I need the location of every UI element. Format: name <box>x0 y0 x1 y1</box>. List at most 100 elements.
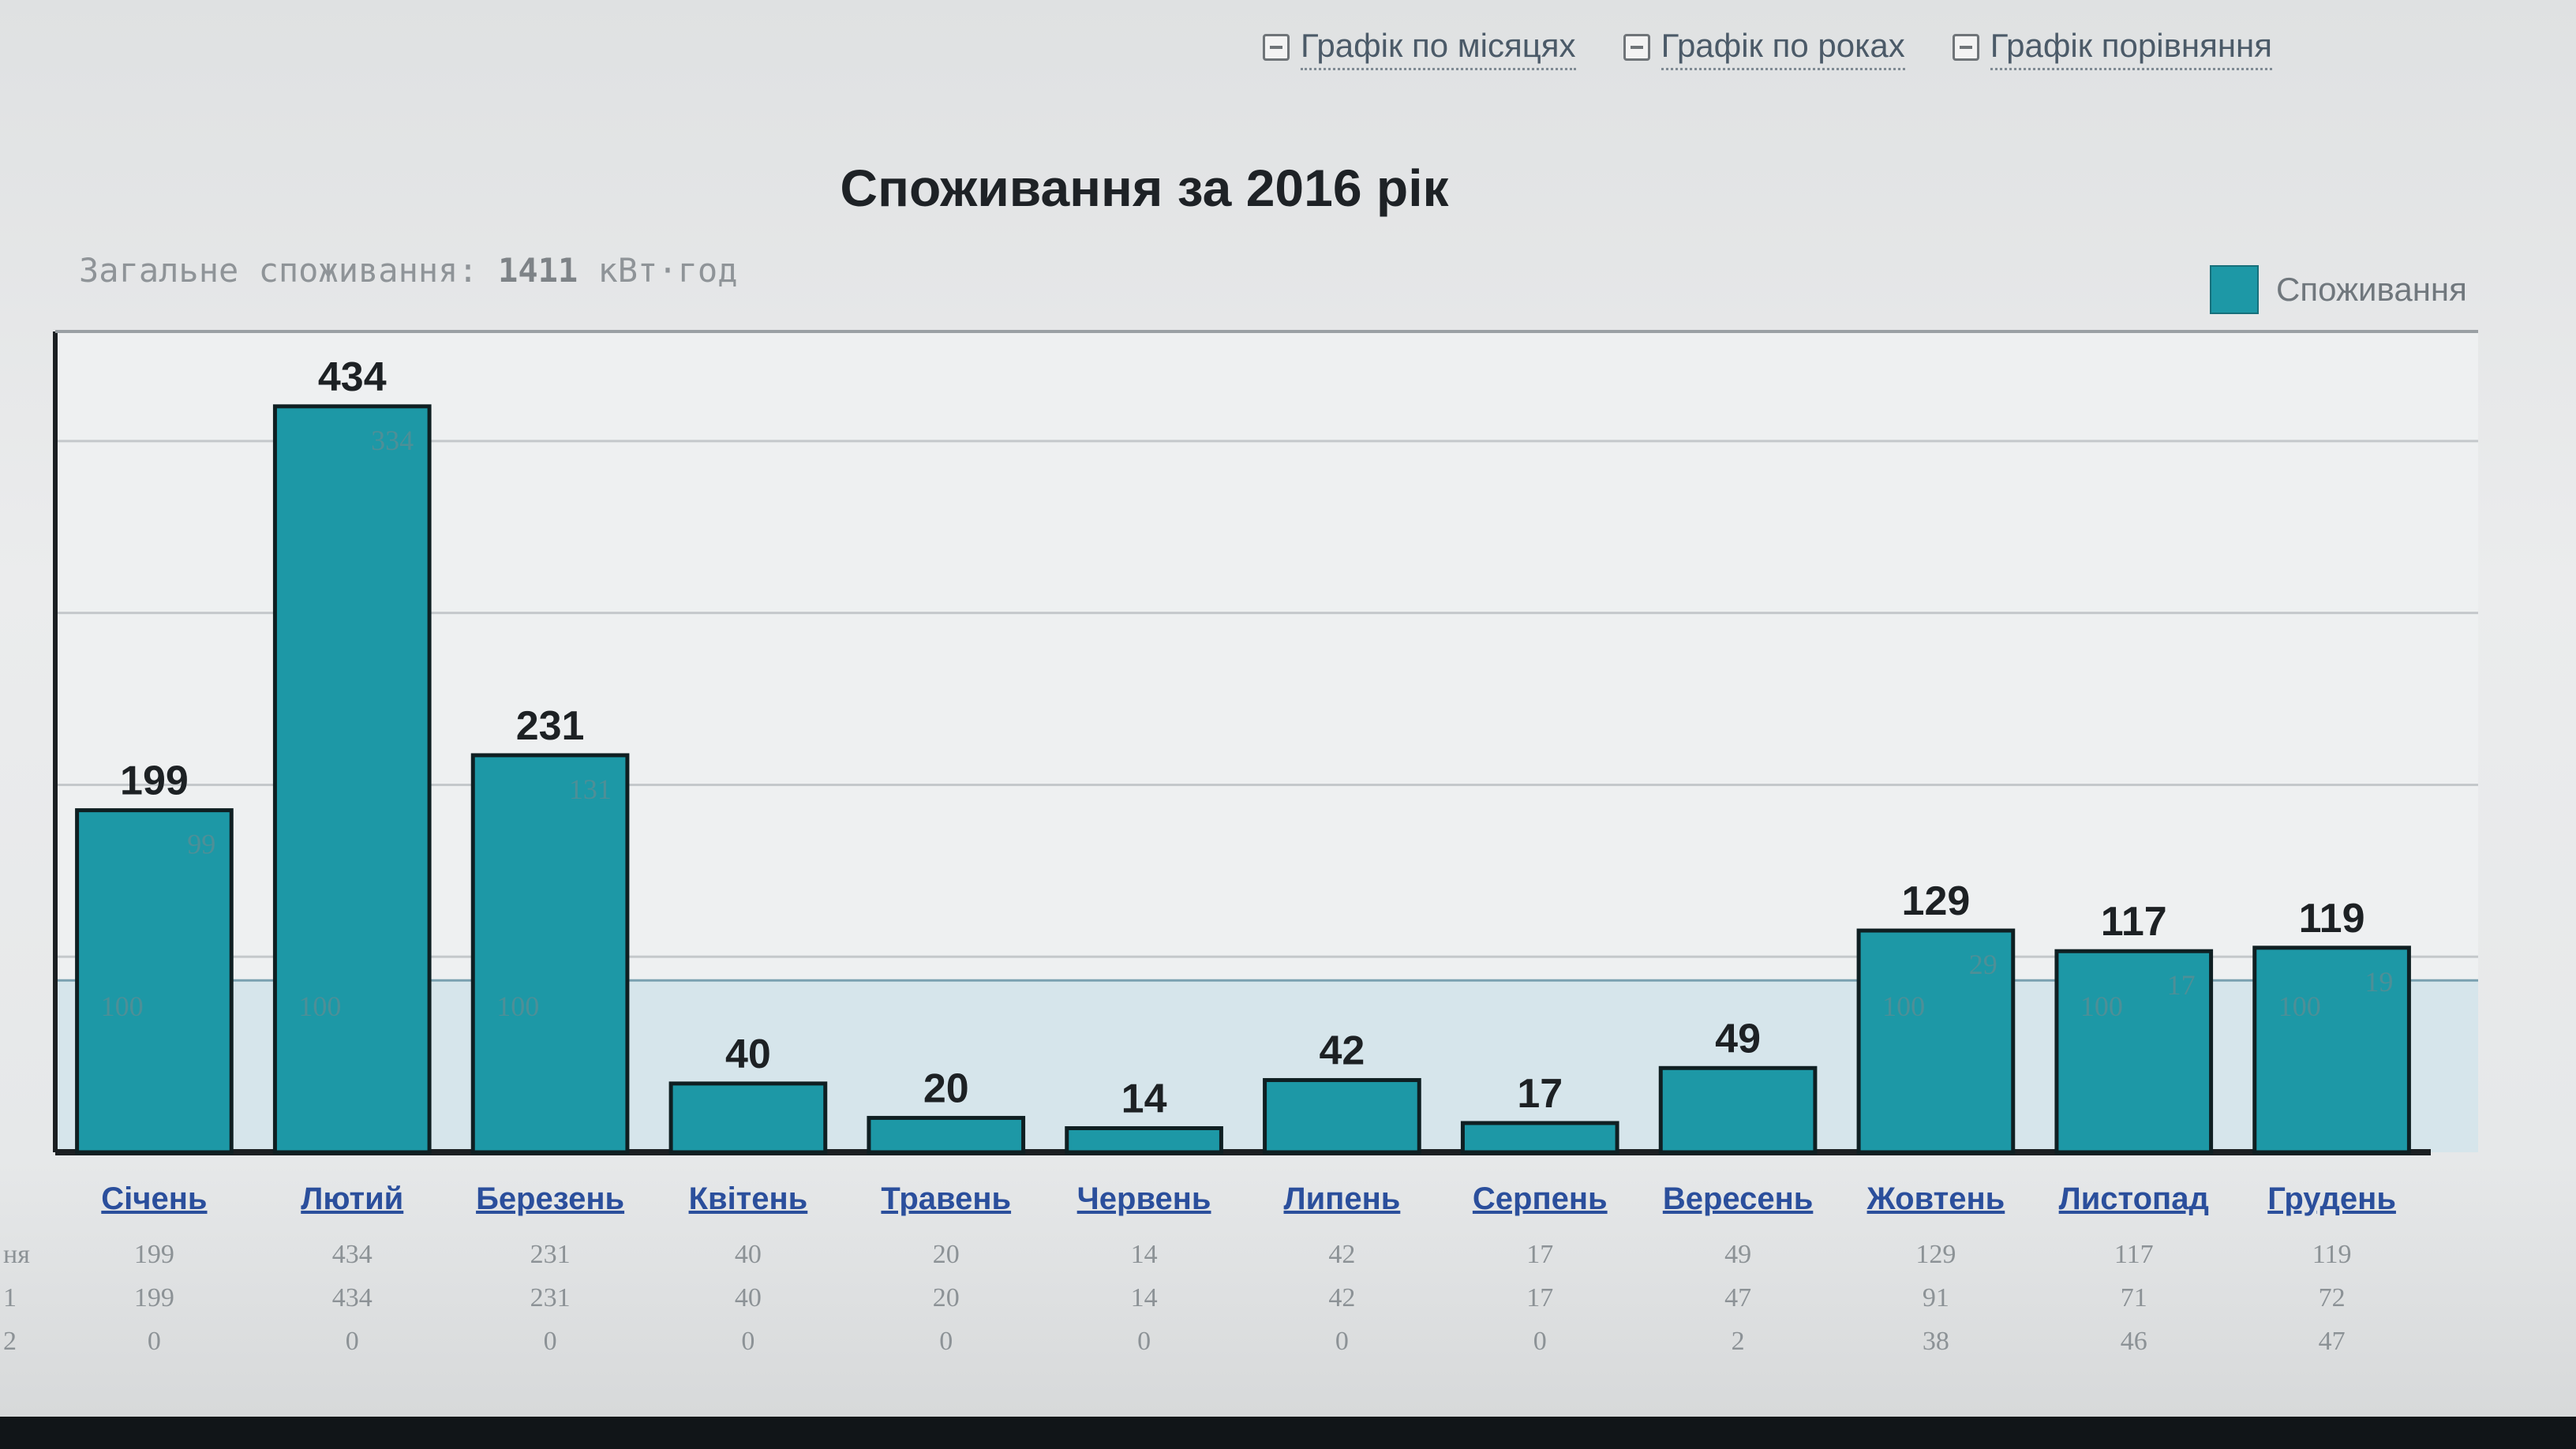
bar[interactable] <box>2054 949 2214 1155</box>
bar[interactable] <box>1856 928 2016 1155</box>
table-cell: 434 <box>332 1283 373 1312</box>
table-cell: 434 <box>332 1240 373 1269</box>
month-link[interactable]: Лютий <box>301 1181 403 1216</box>
table-cell: 72 <box>2319 1283 2346 1312</box>
collapse-icon <box>1952 33 1979 61</box>
bar-inner-label: 17 <box>2167 969 2196 1001</box>
month-link[interactable]: Серпень <box>1473 1181 1608 1216</box>
table-cell: 17 <box>1526 1240 1553 1269</box>
bar[interactable] <box>1460 1121 1619 1155</box>
table-cell: 42 <box>1328 1240 1355 1269</box>
table-cell: 231 <box>530 1283 571 1312</box>
total-unit: кВт·год <box>597 251 738 290</box>
table-cell: 0 <box>939 1327 953 1356</box>
bar-value-label: 199 <box>120 758 189 804</box>
bar-value-label: 14 <box>1121 1076 1167 1122</box>
table-cell: 129 <box>1915 1240 1956 1269</box>
bar-inner-label: 29 <box>1969 949 1998 980</box>
month-link[interactable]: Березень <box>476 1181 624 1216</box>
table-row-label: 1 <box>3 1283 17 1312</box>
table-cell: 119 <box>2312 1240 2352 1269</box>
legend-label: Споживання <box>2276 271 2467 308</box>
month-link[interactable]: Травень <box>881 1181 1011 1216</box>
table-cell: 117 <box>2114 1240 2154 1269</box>
table-cell: 0 <box>1335 1327 1349 1356</box>
bar-inner-label: 100 <box>298 990 341 1022</box>
bar-value-label: 119 <box>2299 896 2365 942</box>
link-comparison-label: Графік порівняння <box>1990 24 2272 70</box>
table-cell: 0 <box>148 1327 161 1356</box>
chart-mode-links: Графік по місяцях Графік по роках Графік… <box>1263 24 2272 70</box>
month-link[interactable]: Жовтень <box>1866 1181 2005 1216</box>
bar[interactable] <box>1263 1078 1421 1155</box>
legend-swatch <box>2210 265 2259 314</box>
table-cell: 49 <box>1724 1240 1751 1269</box>
total-value: 1411 <box>498 251 578 290</box>
bar-value-label: 231 <box>516 703 585 749</box>
chart-title: Споживання за 2016 рік <box>840 159 1449 217</box>
table-cell: 91 <box>1923 1283 1949 1312</box>
table-cell: 40 <box>735 1240 762 1269</box>
table-cell: 71 <box>2121 1283 2147 1312</box>
bar-inner-label: 19 <box>2364 966 2393 998</box>
bar[interactable] <box>867 1115 1026 1155</box>
table-cell: 42 <box>1328 1283 1355 1312</box>
total-label: Загальне споживання: <box>79 251 478 290</box>
bar[interactable] <box>1065 1126 1223 1155</box>
link-by-months-label: Графік по місяцях <box>1301 24 1576 70</box>
taskbar <box>0 1417 2576 1449</box>
month-link[interactable]: Липень <box>1284 1181 1401 1216</box>
table-cell: 38 <box>1923 1327 1949 1356</box>
bar[interactable] <box>2252 945 2411 1155</box>
table-cell: 40 <box>735 1283 762 1312</box>
bar-value-label: 434 <box>318 354 387 400</box>
bar-inner-label: 100 <box>2080 990 2123 1022</box>
bar-inner-label: 99 <box>187 829 215 860</box>
bar[interactable] <box>668 1081 828 1155</box>
table-cell: 14 <box>1131 1240 1158 1269</box>
bar-inner-label: 131 <box>569 773 612 805</box>
table-cell: 0 <box>741 1327 754 1356</box>
table-cell: 20 <box>933 1283 960 1312</box>
table-cell: 231 <box>530 1240 571 1269</box>
month-link[interactable]: Вересень <box>1663 1181 1814 1216</box>
table-cell: 0 <box>346 1327 359 1356</box>
link-by-years[interactable]: Графік по роках <box>1623 24 1905 70</box>
bar-value-label: 49 <box>1715 1016 1761 1061</box>
bar-inner-label: 100 <box>496 990 539 1022</box>
table-row-label: ня <box>3 1240 30 1269</box>
collapse-icon <box>1623 33 1650 61</box>
table-cell: 199 <box>134 1283 174 1312</box>
month-link[interactable]: Листопад <box>2059 1181 2209 1216</box>
bar-value-label: 129 <box>1902 878 1971 924</box>
table-cell: 0 <box>1137 1327 1151 1356</box>
bar-inner-label: 100 <box>1882 990 1925 1022</box>
link-by-months[interactable]: Графік по місяцях <box>1263 24 1576 70</box>
total-consumption: Загальне споживання: 1411 кВт·год <box>79 251 738 290</box>
month-link[interactable]: Червень <box>1077 1181 1211 1216</box>
table-cell: 199 <box>134 1240 174 1269</box>
bar[interactable] <box>470 753 630 1155</box>
bar-value-label: 17 <box>1517 1071 1563 1117</box>
month-link[interactable]: Квітень <box>689 1181 808 1216</box>
link-by-years-label: Графік по роках <box>1661 24 1905 70</box>
month-link[interactable]: Січень <box>101 1181 207 1216</box>
link-comparison[interactable]: Графік порівняння <box>1952 24 2272 70</box>
table-cell: 47 <box>2319 1327 2346 1356</box>
table-cell: 2 <box>1732 1327 1745 1356</box>
bar[interactable] <box>1658 1065 1818 1155</box>
bar[interactable] <box>272 404 432 1155</box>
table-cell: 0 <box>544 1327 557 1356</box>
bar-inner-label: 100 <box>101 990 144 1022</box>
table-cell: 46 <box>2121 1327 2147 1356</box>
collapse-icon <box>1263 33 1290 61</box>
bar-inner-label: 334 <box>371 425 414 456</box>
bar[interactable] <box>75 808 234 1155</box>
month-link[interactable]: Грудень <box>2267 1181 2396 1216</box>
chart-legend: Споживання <box>2210 265 2467 314</box>
table-cell: 0 <box>1533 1327 1547 1356</box>
bar-inner-label: 100 <box>2278 990 2321 1022</box>
table-cell: 17 <box>1526 1283 1553 1312</box>
table-row-label: 2 <box>3 1327 17 1356</box>
bar-value-label: 40 <box>725 1032 771 1077</box>
